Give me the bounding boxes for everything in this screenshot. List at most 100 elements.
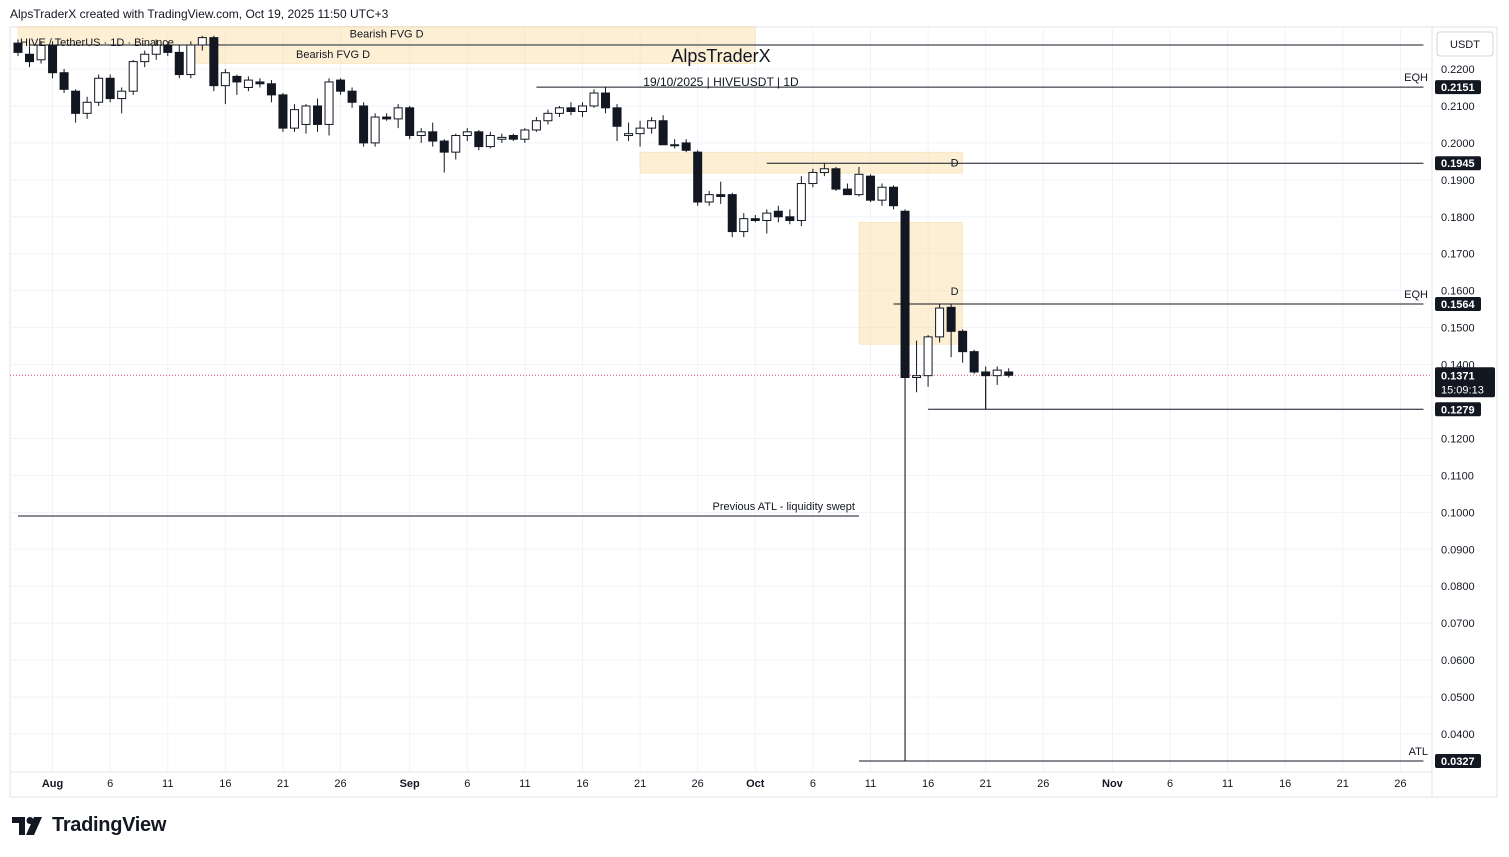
- candle-bear: [209, 37, 219, 87]
- current-price-countdown: 15:09:13: [1441, 384, 1484, 396]
- candle-bull: [808, 171, 818, 185]
- watermark-title: AlpsTraderX: [671, 46, 770, 66]
- candle-bear: [405, 107, 415, 137]
- candle-bull: [554, 107, 564, 114]
- fvg-zone: [639, 151, 963, 174]
- candle-bear: [474, 131, 484, 148]
- price-tag: 0.0327: [1441, 756, 1475, 768]
- candle-bear: [25, 53, 35, 63]
- candle-bear: [785, 216, 795, 221]
- candle-bear: [658, 120, 668, 146]
- x-tick-label: 21: [277, 778, 289, 790]
- candle-bear: [508, 135, 518, 140]
- candle-bear: [681, 142, 691, 151]
- x-tick-label: Sep: [400, 778, 420, 790]
- candle-bear: [750, 218, 760, 221]
- candle-bull: [485, 135, 495, 148]
- candle-bull: [393, 107, 403, 120]
- candle-bull: [197, 37, 207, 46]
- level-label: EQH: [1404, 72, 1428, 84]
- price-tag: 0.2151: [1441, 82, 1475, 94]
- candle-bear: [313, 105, 323, 125]
- y-tick-label: 0.1700: [1441, 249, 1475, 261]
- candle-bear: [969, 351, 979, 373]
- candle-bull: [497, 136, 507, 140]
- candle-bear: [163, 44, 173, 53]
- tradingview-logo-icon: [12, 816, 42, 835]
- candle-bull: [82, 101, 92, 114]
- x-tick-label: 26: [1394, 778, 1406, 790]
- candle-bear: [900, 210, 910, 379]
- candle-bear: [889, 186, 899, 207]
- candle-bull: [704, 194, 714, 203]
- y-tick-label: 0.1100: [1441, 470, 1474, 482]
- candle-bear: [958, 330, 968, 353]
- candle-bear: [382, 116, 392, 120]
- candle-bull: [796, 183, 806, 221]
- candle-bear: [981, 371, 991, 377]
- fvg-zone-label: Bearish FVG D: [350, 29, 424, 41]
- x-tick-label: 16: [922, 778, 934, 790]
- candle-bear: [693, 151, 703, 203]
- x-tick-label: 16: [1279, 778, 1291, 790]
- candle-bear: [946, 306, 956, 332]
- x-tick-label: 26: [692, 778, 704, 790]
- x-tick-label: 16: [219, 778, 231, 790]
- x-tick-label: 21: [980, 778, 992, 790]
- y-tick-label: 0.2100: [1441, 101, 1475, 113]
- candles: [13, 35, 1014, 761]
- candle-bull: [128, 61, 138, 92]
- symbol-line: HIVE / TetherUS · 1D · Binance: [20, 37, 174, 49]
- y-tick-label: 0.0800: [1441, 581, 1475, 593]
- x-tick-label: 21: [1337, 778, 1349, 790]
- candle-bull: [543, 112, 553, 122]
- candle-bull: [243, 79, 253, 88]
- plot-frame: [9, 26, 1498, 798]
- candle-bull: [220, 72, 230, 87]
- y-tick-label: 0.1200: [1441, 433, 1475, 445]
- price-tag: 0.1945: [1441, 158, 1475, 170]
- x-tick-label: 6: [810, 778, 816, 790]
- candle-bull: [151, 44, 161, 55]
- candle-bear: [266, 83, 276, 96]
- candle-bull: [94, 77, 104, 103]
- candle-bear: [105, 77, 115, 100]
- tradingview-logo-text: TradingView: [52, 814, 167, 836]
- candle-bull: [301, 105, 311, 125]
- candle-bull: [762, 212, 772, 221]
- candle-bear: [174, 51, 184, 76]
- candle-bear: [278, 94, 288, 129]
- candle-bull: [324, 81, 334, 125]
- candle-bear: [71, 90, 81, 114]
- tradingview-logo[interactable]: TradingView: [12, 814, 166, 837]
- candle-bull: [877, 186, 887, 201]
- x-tick-label: 6: [464, 778, 470, 790]
- candle-bull: [992, 369, 1002, 377]
- y-tick-label: 0.1900: [1441, 175, 1475, 187]
- price-tag-bg: [1435, 754, 1481, 768]
- x-tick-label: 11: [1222, 778, 1233, 790]
- candle-bull: [819, 168, 829, 173]
- candle-bull: [739, 218, 749, 233]
- candle-bull: [416, 131, 426, 137]
- x-tick-label: 11: [865, 778, 876, 790]
- candle-bear: [428, 131, 438, 142]
- candle-bull: [520, 129, 530, 140]
- candle-bear: [716, 194, 726, 197]
- y-tick-label: 0.0700: [1441, 618, 1475, 630]
- candle-bull: [36, 44, 46, 61]
- candle-bear: [566, 107, 576, 113]
- price-tag-bg: [1435, 296, 1481, 311]
- candle-bull: [186, 44, 196, 76]
- x-tick-label: 26: [334, 778, 346, 790]
- candle-bear: [831, 168, 841, 190]
- price-tag-bg: [1435, 80, 1481, 95]
- candle-bear: [439, 140, 449, 153]
- candle-bull: [289, 109, 299, 129]
- x-tick-label: 21: [634, 778, 646, 790]
- fvg-zone-label: D: [951, 286, 959, 298]
- candle-bear: [773, 210, 783, 218]
- candle-bear: [612, 107, 622, 127]
- grid: [9, 26, 1498, 798]
